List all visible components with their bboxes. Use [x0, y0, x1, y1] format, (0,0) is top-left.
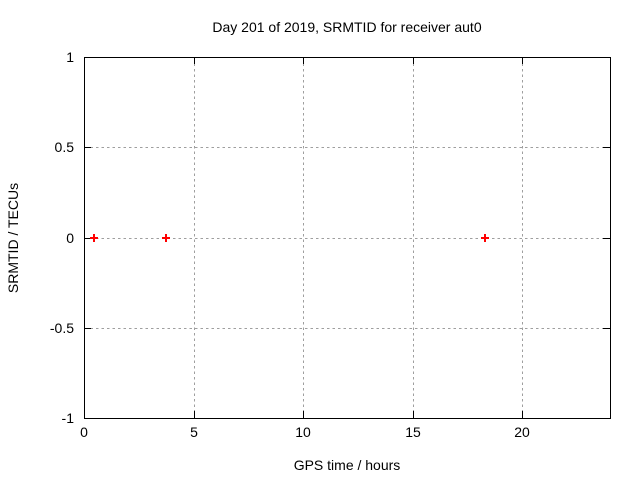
x-tick-label: 15 [405, 424, 421, 440]
y-tick-label: -0.5 [49, 320, 74, 336]
x-tick-label: 20 [514, 424, 530, 440]
y-tick-label: 1 [66, 49, 74, 65]
x-tick-label: 0 [80, 424, 88, 440]
y-tick-label: -1 [61, 410, 74, 426]
x-tick-label: 10 [295, 424, 311, 440]
x-axis-label: GPS time / hours [293, 457, 401, 473]
chart-title: Day 201 of 2019, SRMTID for receiver aut… [212, 19, 482, 35]
x-tick-label: 5 [190, 424, 198, 440]
y-tick-label: 0.5 [54, 139, 74, 155]
y-tick-label: 0 [66, 230, 74, 246]
